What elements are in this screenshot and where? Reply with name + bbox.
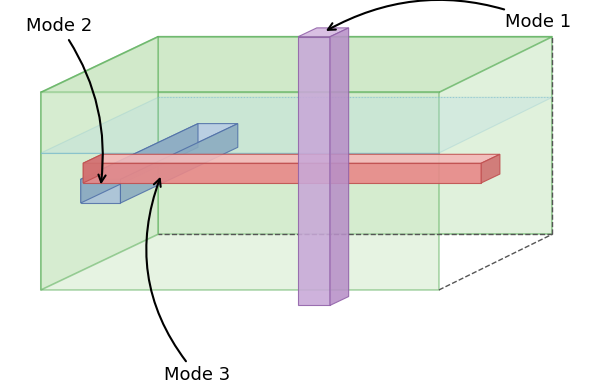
Polygon shape [80,124,238,179]
Polygon shape [298,37,330,305]
Polygon shape [41,37,553,92]
Polygon shape [80,179,121,203]
Polygon shape [298,28,349,37]
Polygon shape [80,124,198,203]
Polygon shape [121,124,238,203]
Polygon shape [41,37,158,290]
Polygon shape [41,97,553,153]
Polygon shape [83,154,500,163]
Polygon shape [481,154,500,183]
Polygon shape [41,92,439,290]
Polygon shape [158,37,553,234]
Polygon shape [83,154,102,183]
Polygon shape [83,163,481,183]
Polygon shape [330,28,349,305]
Text: Mode 3: Mode 3 [146,179,230,384]
Text: Mode 1: Mode 1 [328,0,572,31]
Text: Mode 2: Mode 2 [26,17,106,182]
